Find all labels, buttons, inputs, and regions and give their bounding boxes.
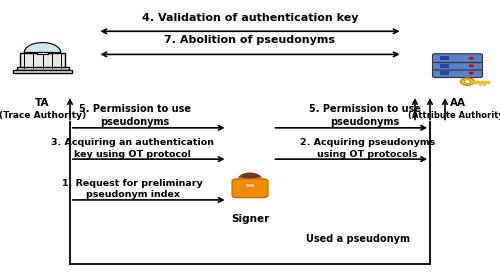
Circle shape (460, 78, 474, 85)
Text: 5. Permission to use
pseudonyms: 5. Permission to use pseudonyms (309, 104, 421, 127)
FancyBboxPatch shape (232, 179, 268, 198)
FancyBboxPatch shape (432, 54, 482, 63)
Text: Signer: Signer (231, 214, 269, 224)
FancyBboxPatch shape (12, 70, 72, 73)
FancyBboxPatch shape (38, 52, 48, 54)
FancyBboxPatch shape (16, 67, 68, 70)
Text: 5. Permission to use
pseudonyms: 5. Permission to use pseudonyms (79, 104, 191, 127)
Text: 4. Validation of authentication key: 4. Validation of authentication key (142, 13, 358, 23)
Circle shape (469, 64, 474, 67)
Text: AA: AA (450, 98, 466, 108)
FancyBboxPatch shape (20, 53, 64, 68)
Wedge shape (24, 42, 60, 52)
Circle shape (238, 173, 262, 186)
Text: (Attribute Authority): (Attribute Authority) (408, 111, 500, 120)
FancyBboxPatch shape (432, 69, 482, 78)
FancyBboxPatch shape (440, 71, 449, 75)
FancyBboxPatch shape (432, 61, 482, 70)
Circle shape (469, 72, 474, 75)
Text: TA: TA (35, 98, 50, 108)
Text: 1. Request for preliminary
pseudonym index: 1. Request for preliminary pseudonym ind… (62, 179, 203, 199)
Text: Used a pseudonym: Used a pseudonym (306, 234, 410, 244)
Text: 7. Abolition of pseudonyms: 7. Abolition of pseudonyms (164, 35, 336, 45)
FancyBboxPatch shape (440, 64, 449, 68)
FancyBboxPatch shape (246, 184, 254, 187)
Circle shape (469, 57, 474, 60)
Text: (Trace Authority): (Trace Authority) (0, 111, 86, 120)
Wedge shape (238, 173, 262, 180)
FancyBboxPatch shape (440, 56, 449, 60)
Text: 2. Acquiring pseudonyms
using OT protocols: 2. Acquiring pseudonyms using OT protoco… (300, 138, 435, 159)
Circle shape (464, 80, 470, 83)
Text: 3. Acquiring an authentication
key using OT protocol: 3. Acquiring an authentication key using… (51, 138, 214, 159)
